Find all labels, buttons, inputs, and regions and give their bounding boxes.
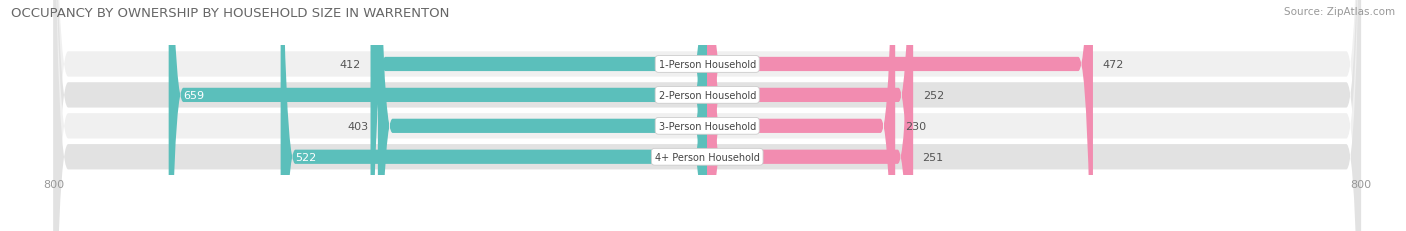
FancyBboxPatch shape xyxy=(371,0,707,231)
Text: 412: 412 xyxy=(339,60,361,70)
FancyBboxPatch shape xyxy=(707,0,896,231)
FancyBboxPatch shape xyxy=(169,0,707,231)
FancyBboxPatch shape xyxy=(53,0,1361,231)
FancyBboxPatch shape xyxy=(707,0,1092,231)
Text: 522: 522 xyxy=(295,152,316,162)
Text: 403: 403 xyxy=(347,121,368,131)
Text: 472: 472 xyxy=(1102,60,1125,70)
Text: Source: ZipAtlas.com: Source: ZipAtlas.com xyxy=(1284,7,1395,17)
FancyBboxPatch shape xyxy=(53,0,1361,231)
Text: 251: 251 xyxy=(922,152,943,162)
Text: 4+ Person Household: 4+ Person Household xyxy=(655,152,759,162)
FancyBboxPatch shape xyxy=(53,0,1361,231)
Text: 1-Person Household: 1-Person Household xyxy=(658,60,756,70)
FancyBboxPatch shape xyxy=(378,0,707,231)
Text: OCCUPANCY BY OWNERSHIP BY HOUSEHOLD SIZE IN WARRENTON: OCCUPANCY BY OWNERSHIP BY HOUSEHOLD SIZE… xyxy=(11,7,450,20)
FancyBboxPatch shape xyxy=(707,0,912,231)
Text: 230: 230 xyxy=(905,121,927,131)
Text: 252: 252 xyxy=(922,91,945,100)
Text: 3-Person Household: 3-Person Household xyxy=(658,121,756,131)
FancyBboxPatch shape xyxy=(707,0,912,231)
Text: 2-Person Household: 2-Person Household xyxy=(658,91,756,100)
FancyBboxPatch shape xyxy=(281,0,707,231)
Text: 659: 659 xyxy=(183,91,204,100)
FancyBboxPatch shape xyxy=(53,0,1361,231)
